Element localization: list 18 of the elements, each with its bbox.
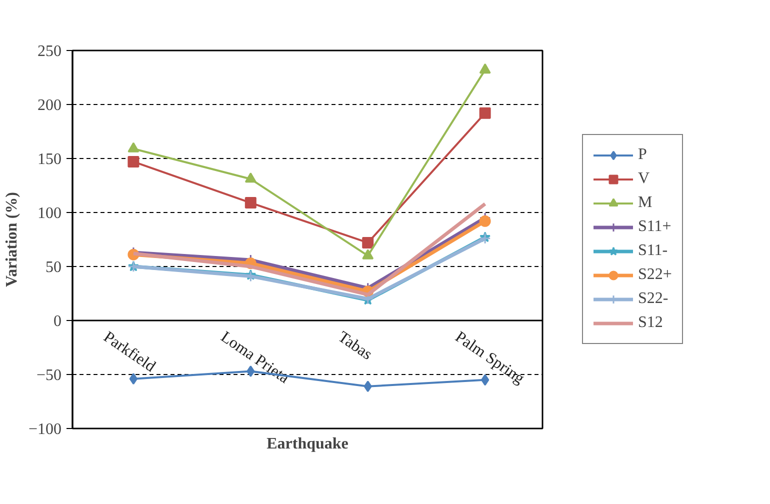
y-tick-label: 100 bbox=[38, 205, 62, 222]
y-tick-label: 0 bbox=[54, 313, 62, 330]
legend-label: P bbox=[638, 146, 648, 164]
legend-label: S22+ bbox=[638, 266, 672, 284]
legend-label: S11- bbox=[638, 242, 668, 260]
y-tick-label: 250 bbox=[38, 43, 62, 60]
y-tick-label: 200 bbox=[38, 97, 62, 114]
y-tick-label: 150 bbox=[38, 151, 62, 168]
y-tick-label: 50 bbox=[46, 259, 62, 276]
y-tick-label: −100 bbox=[28, 421, 62, 438]
legend-label: S11+ bbox=[638, 218, 672, 236]
legend-label: S12 bbox=[638, 314, 663, 332]
y-axis-title: Variation (%) bbox=[3, 192, 20, 287]
legend-label: V bbox=[638, 170, 651, 188]
y-tick-label: −50 bbox=[36, 367, 62, 384]
x-axis-title: Earthquake bbox=[266, 436, 348, 452]
legend-label: M bbox=[638, 194, 654, 212]
legend-label: S22- bbox=[638, 290, 668, 308]
